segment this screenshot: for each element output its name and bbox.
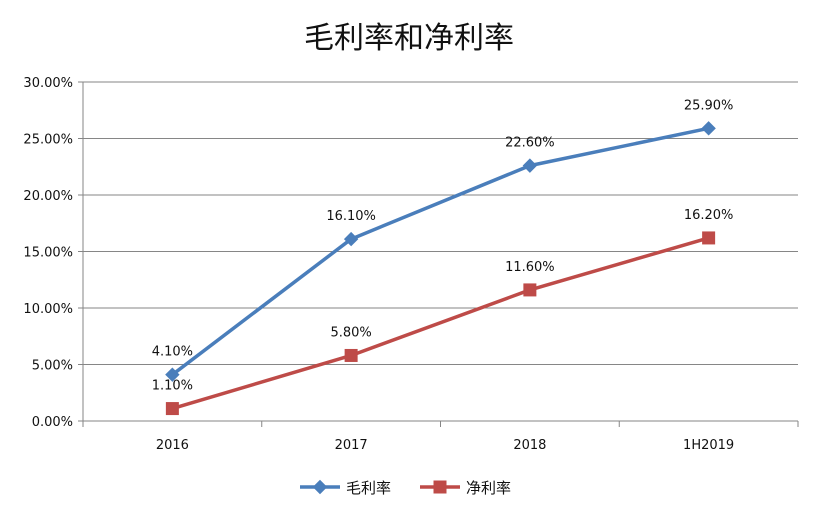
series-line bbox=[171, 126, 709, 377]
data-point bbox=[701, 121, 716, 136]
data-label: 25.90% bbox=[684, 98, 734, 113]
y-tick-label: 25.00% bbox=[23, 133, 73, 148]
legend-label: 净利率 bbox=[466, 479, 511, 497]
data-label: 16.20% bbox=[684, 208, 734, 223]
y-tick-label: 0.00% bbox=[32, 415, 73, 430]
data-point bbox=[165, 367, 180, 382]
x-tick-label: 2017 bbox=[335, 438, 368, 453]
data-label: 22.60% bbox=[505, 136, 555, 151]
y-tick-label: 5.00% bbox=[32, 359, 73, 374]
series bbox=[165, 121, 716, 416]
x-tick-label: 2016 bbox=[156, 438, 189, 453]
data-label: 16.10% bbox=[326, 209, 376, 224]
y-tick-label: 20.00% bbox=[23, 189, 73, 204]
y-tick-label: 10.00% bbox=[23, 302, 73, 317]
data-point bbox=[343, 231, 359, 247]
series-line bbox=[171, 236, 710, 411]
data-point bbox=[165, 402, 179, 416]
gridlines bbox=[83, 81, 798, 365]
chart-title: 毛利率和净利率 bbox=[304, 21, 514, 56]
x-tick-label: 1H2019 bbox=[683, 438, 734, 453]
data-labels: 4.10% 16.10% 22.60% 25.90% 1.10% 5.80% 11.60% 1… bbox=[152, 98, 734, 393]
data-label: 5.80% bbox=[330, 325, 371, 340]
axes: 0.00% 5.00% 10.00% 15.00% 20.00% 25.00% 30.00%… bbox=[23, 76, 799, 453]
legend: 毛利率 净利率 bbox=[300, 479, 511, 497]
data-point bbox=[344, 348, 358, 362]
legend-marker bbox=[312, 479, 328, 495]
y-tick-label: 15.00% bbox=[23, 246, 73, 261]
x-tick-label: 2018 bbox=[513, 438, 546, 453]
data-point bbox=[523, 283, 537, 297]
data-label: 1.10% bbox=[152, 379, 193, 394]
data-label: 4.10% bbox=[152, 345, 193, 360]
legend-marker bbox=[433, 480, 447, 494]
data-label: 11.60% bbox=[505, 260, 555, 275]
legend-label: 毛利率 bbox=[346, 479, 391, 497]
data-point bbox=[522, 158, 538, 173]
data-point bbox=[702, 231, 716, 245]
y-tick-label: 30.00% bbox=[23, 76, 73, 91]
